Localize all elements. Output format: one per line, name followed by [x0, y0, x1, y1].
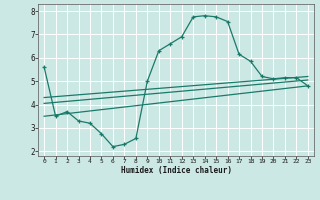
X-axis label: Humidex (Indice chaleur): Humidex (Indice chaleur) — [121, 166, 231, 175]
